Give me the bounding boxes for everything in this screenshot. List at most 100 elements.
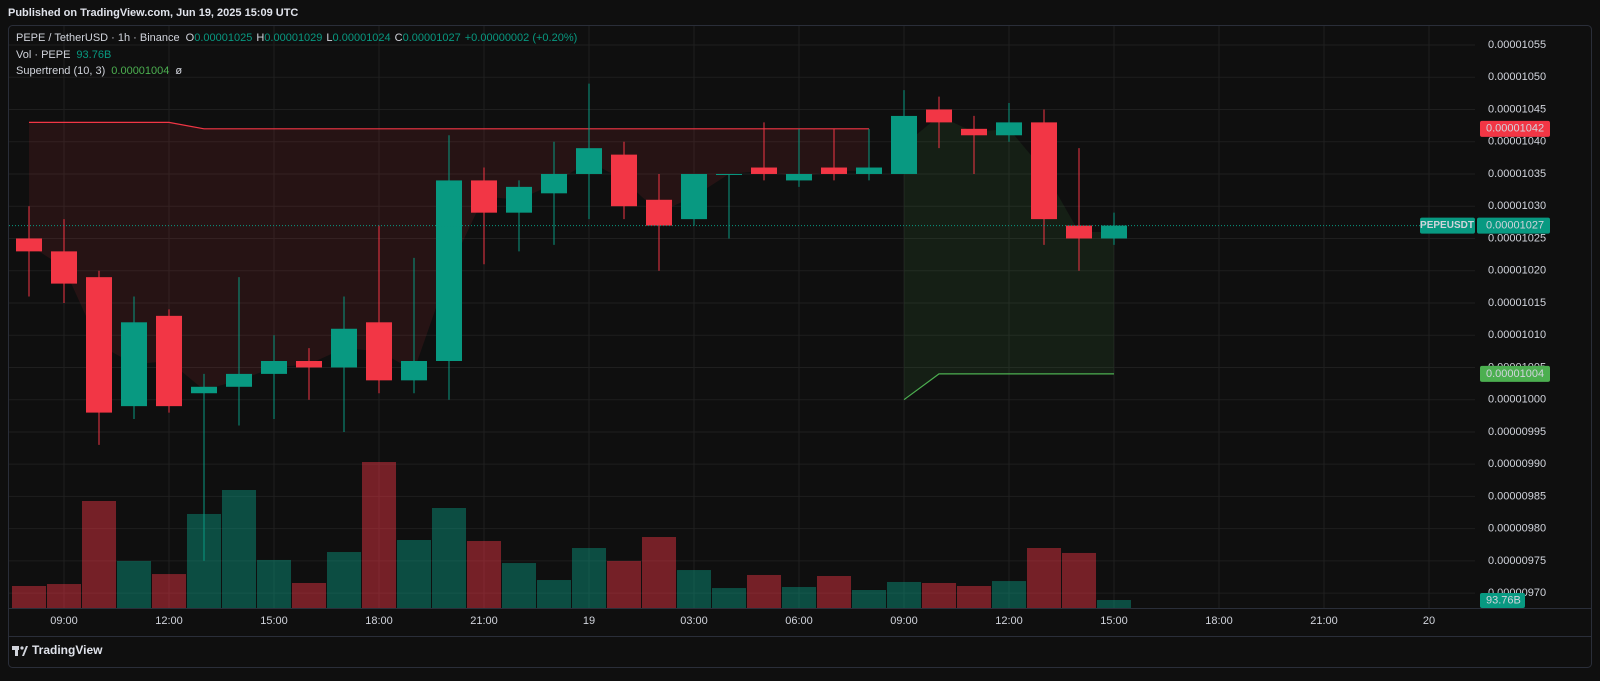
low-value: 0.00001024 (333, 32, 391, 44)
candle-body (296, 360, 322, 368)
x-tick-label: 09:00 (50, 615, 78, 627)
volume-name: Vol · PEPE (16, 49, 70, 61)
change: +0.00000002 (+0.20%) (465, 32, 578, 44)
candle-body (401, 360, 427, 381)
y-tick-label: 0.00001035 (1488, 168, 1546, 180)
y-tick-label: 0.00001045 (1488, 103, 1546, 115)
x-tick-label: 09:00 (890, 615, 918, 627)
candle-body (261, 360, 287, 374)
supertrend-value: 0.00001004 (111, 65, 169, 77)
chart-frame (8, 25, 1592, 668)
logo-part (22, 646, 28, 656)
x-tick-label: 06:00 (785, 615, 813, 627)
publish-note: Published on TradingView.com, Jun 19, 20… (8, 7, 298, 19)
y-tick-label: 0.00000990 (1488, 458, 1546, 470)
volume-bar (502, 563, 536, 608)
supertrend-line (29, 121, 869, 130)
legend-volume: Vol · PEPE 93.76B (16, 49, 111, 61)
candle-body (506, 186, 532, 213)
candle-body (856, 167, 882, 174)
brand: TradingView (32, 643, 103, 657)
y-tick-label: 0.00001000 (1488, 394, 1546, 406)
volume-label: 93.76B (1486, 594, 1521, 606)
volume-bar (607, 560, 641, 608)
volume-bar (677, 570, 711, 608)
x-tick-label: 21:00 (470, 615, 498, 627)
ticker-box (1420, 217, 1475, 234)
y-tick-label: 0.00001030 (1488, 200, 1546, 212)
volume-bar (1027, 548, 1061, 608)
candle-body (961, 128, 987, 136)
candle-body (331, 328, 357, 368)
volume-bar (82, 500, 116, 608)
brand-logo (12, 646, 28, 656)
x-tick-label: 12:00 (155, 615, 183, 627)
candle-body (471, 180, 497, 213)
plot (9, 83, 1420, 608)
candle-body (681, 173, 707, 220)
volume-bar (1097, 599, 1131, 608)
x-tick-label: 18:00 (1205, 615, 1233, 627)
y-tick-label: 0.00000975 (1488, 555, 1546, 567)
volume-bar (817, 576, 851, 608)
volume-bar (152, 574, 186, 608)
volume-bar (222, 489, 256, 608)
volume-bar (397, 539, 431, 608)
candle-body (996, 122, 1022, 136)
candle-body (716, 173, 742, 175)
candle-body (646, 199, 672, 226)
volume-bar (12, 585, 46, 608)
volume-bar (362, 462, 396, 608)
y-tick-label: 0.00000980 (1488, 523, 1546, 535)
supertrend-symbol: ø (175, 65, 182, 77)
volume-bar (467, 541, 501, 608)
x-tick-label: 15:00 (1100, 615, 1128, 627)
x-tick-label: 03:00 (680, 615, 708, 627)
y-tick-label: 0.00000995 (1488, 426, 1546, 438)
volume-bar (292, 582, 326, 608)
ticker-label: PEPEUSDT (1420, 220, 1474, 231)
symbol: PEPE / TetherUSD · 1h · Binance (16, 32, 180, 44)
y-tick-label: 0.00001020 (1488, 265, 1546, 277)
candle-body (751, 167, 777, 174)
candle-body (786, 173, 812, 181)
volume-bar (257, 559, 291, 608)
candle-body (926, 109, 952, 123)
x-tick-label: 20 (1423, 615, 1435, 627)
y-tick-label: 0.00000985 (1488, 490, 1546, 502)
volume-bar (1062, 552, 1096, 608)
logo-part (15, 646, 18, 656)
x-tick-label: 18:00 (365, 615, 393, 627)
volume-bar (47, 584, 81, 608)
candle-body (1101, 225, 1127, 239)
volume-bar (642, 537, 676, 608)
y-tick-label: 0.00001055 (1488, 39, 1546, 51)
candle-body (436, 180, 462, 361)
volume-box (1480, 593, 1525, 608)
supertrend-label: 0.00001042 (1486, 123, 1544, 135)
legend-ohlc: PEPE / TetherUSD · 1h · Binance O0.000010… (16, 32, 577, 44)
y-tick-label: 0.00001010 (1488, 329, 1546, 341)
volume-bar (922, 582, 956, 608)
open-value: 0.00001025 (194, 32, 252, 44)
candle-body (1066, 225, 1092, 239)
legend-supertrend: Supertrend (10, 3) 0.00001004 ø (16, 65, 182, 77)
volume-bar (782, 587, 816, 608)
candle-body (121, 322, 147, 407)
candle-body (51, 251, 77, 284)
volume-bar (852, 589, 886, 608)
supertrend-box (1480, 120, 1550, 137)
volume-bar (327, 552, 361, 608)
high-label: H (256, 32, 264, 44)
y-tick-label: 0.00001015 (1488, 297, 1546, 309)
logo-part (20, 646, 24, 650)
candle-body (366, 322, 392, 381)
volume-bar (747, 574, 781, 608)
close-label: C (395, 32, 403, 44)
low-label: L (326, 32, 332, 44)
volume-bar (712, 588, 746, 608)
volume-bar (432, 507, 466, 608)
candle-body (226, 373, 252, 387)
x-tick-label: 19 (583, 615, 595, 627)
y-tick-label: 0.00001050 (1488, 71, 1546, 83)
